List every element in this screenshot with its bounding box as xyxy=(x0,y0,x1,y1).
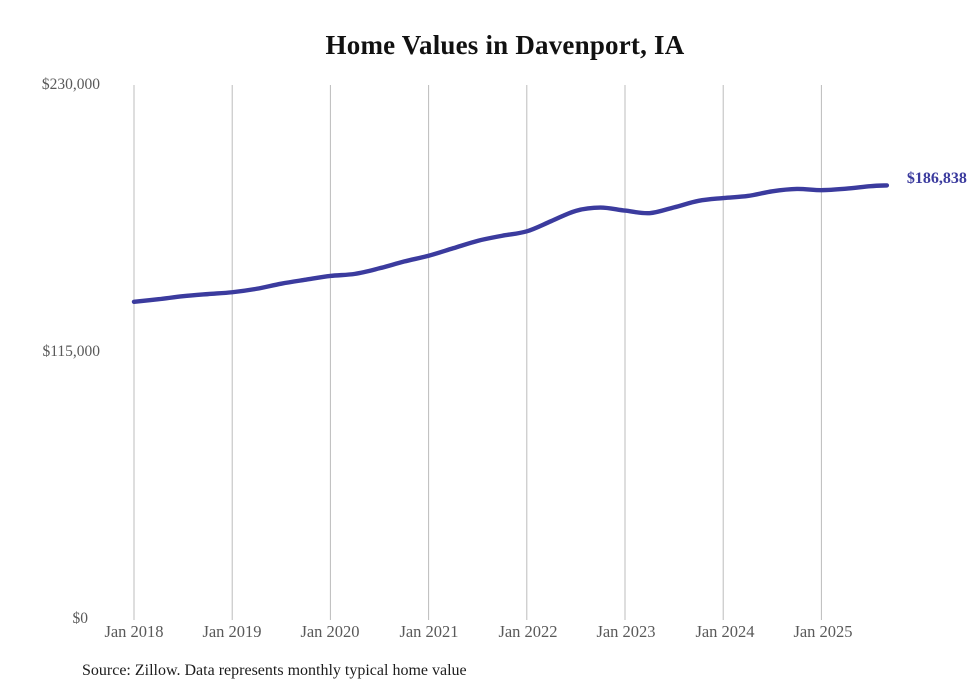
x-axis-tick-jan-2021: Jan 2021 xyxy=(399,622,459,641)
gridlines-group xyxy=(133,85,822,620)
x-axis-tick-jan-2018: Jan 2018 xyxy=(104,622,164,641)
x-axis-tick-jan-2023: Jan 2023 xyxy=(596,622,656,641)
end-value-label: $186,838 xyxy=(906,170,967,188)
x-axis-tick-jan-2019: Jan 2019 xyxy=(202,622,262,641)
y-axis-tick-115000: $115,000 xyxy=(42,343,100,360)
x-axis-tick-jan-2024: Jan 2024 xyxy=(695,622,755,641)
home-value-line xyxy=(131,183,890,304)
x-axis-tick-jan-2020: Jan 2020 xyxy=(300,622,360,641)
source-note: Source: Zillow. Data represents monthly … xyxy=(82,662,467,679)
page-title: Home Values in Davenport, IA xyxy=(325,30,685,60)
x-axis-tick-jan-2025: Jan 2025 xyxy=(793,622,853,641)
x-axis-tick-jan-2022: Jan 2022 xyxy=(498,622,558,641)
y-axis-tick-0: $0 xyxy=(72,610,89,627)
y-axis-tick-230000: $230,000 xyxy=(41,76,100,93)
